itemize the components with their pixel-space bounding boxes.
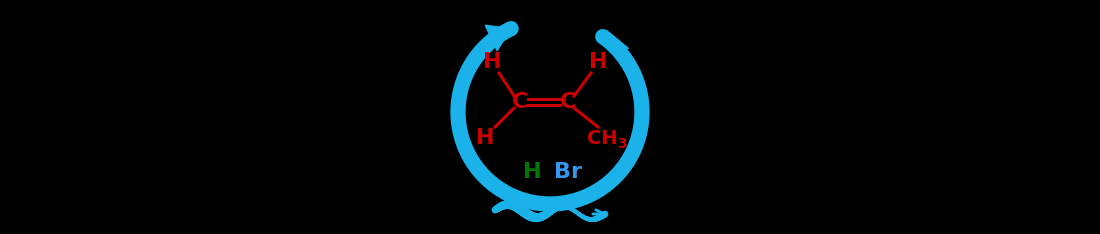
- Text: H: H: [483, 52, 502, 72]
- Text: C: C: [512, 92, 528, 112]
- Text: 3: 3: [617, 137, 626, 151]
- Text: C: C: [560, 92, 576, 112]
- Text: H: H: [476, 128, 494, 148]
- Polygon shape: [485, 25, 512, 51]
- Text: CH: CH: [586, 128, 617, 147]
- Text: H: H: [522, 162, 541, 182]
- Text: Br: Br: [554, 162, 582, 182]
- Polygon shape: [598, 31, 628, 49]
- Text: H: H: [588, 52, 607, 72]
